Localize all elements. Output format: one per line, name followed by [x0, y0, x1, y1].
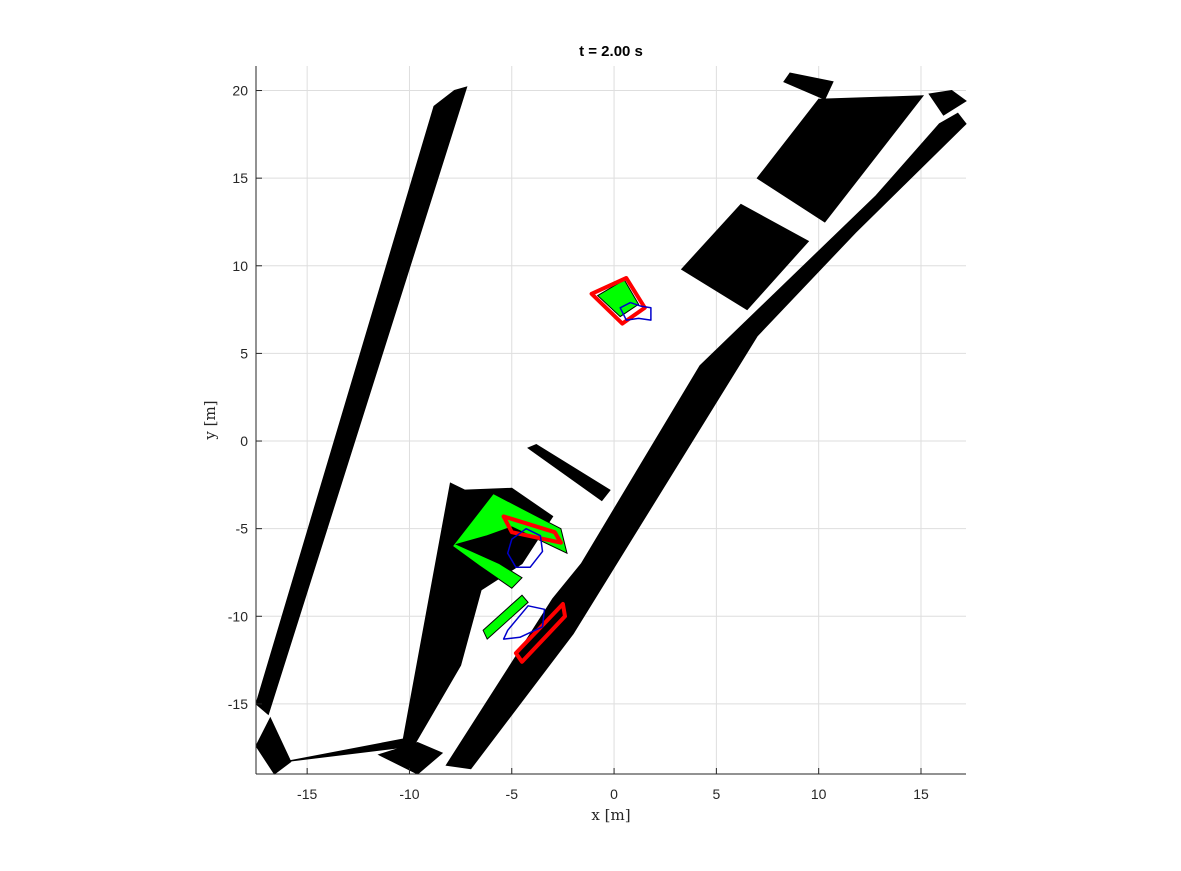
y-tick-label: 5 [240, 345, 248, 361]
obstacle-10 [783, 72, 834, 100]
x-tick-label: 15 [913, 786, 929, 802]
obstacle-8 [756, 95, 925, 223]
x-tick-label: -10 [399, 786, 419, 802]
y-tick-label: -15 [228, 696, 248, 712]
x-tick-labels: -15 -10 -5 0 5 10 15 [297, 786, 929, 802]
safety-set-3 [589, 276, 647, 326]
vehicle-body-2 [482, 594, 529, 640]
prediction-contour-2 [502, 605, 546, 640]
y-axis-label: y [m] [201, 400, 219, 440]
y-tick-label: 10 [232, 258, 248, 274]
x-tick-label: 5 [712, 786, 720, 802]
chart-title: t = 2.00 s [579, 43, 643, 60]
y-tick-label: 20 [232, 83, 248, 99]
y-tick-label: -10 [228, 608, 248, 624]
y-tick-labels: -15 -10 -5 0 5 10 15 20 [228, 83, 248, 712]
prediction-contour-1 [506, 527, 544, 568]
obstacle-4 [377, 741, 444, 775]
y-tick-label: 0 [240, 433, 248, 449]
vehicle-body-1 [451, 492, 568, 589]
safety-set-1 [501, 514, 563, 545]
obstacle-6 [527, 443, 611, 502]
vehicles-layer [451, 276, 652, 664]
obstacle-3 [284, 482, 554, 763]
prediction-contour-3 [619, 301, 652, 321]
axes [255, 66, 966, 775]
x-tick-label: 0 [610, 786, 618, 802]
x-tick-label: 10 [811, 786, 827, 802]
obstacle-1 [255, 86, 468, 716]
x-tick-label: -15 [297, 786, 317, 802]
obstacle-7 [680, 203, 810, 311]
obstacles-layer [255, 72, 967, 775]
x-axis-label: x [m] [591, 806, 630, 824]
obstacle-5 [445, 112, 967, 770]
x-tick-label: -5 [506, 786, 519, 802]
obstacle-2 [255, 716, 292, 775]
y-tick-label: 15 [232, 170, 248, 186]
y-tick-label: -5 [236, 521, 249, 537]
obstacle-9 [928, 89, 967, 116]
safety-set-2 [513, 602, 567, 664]
